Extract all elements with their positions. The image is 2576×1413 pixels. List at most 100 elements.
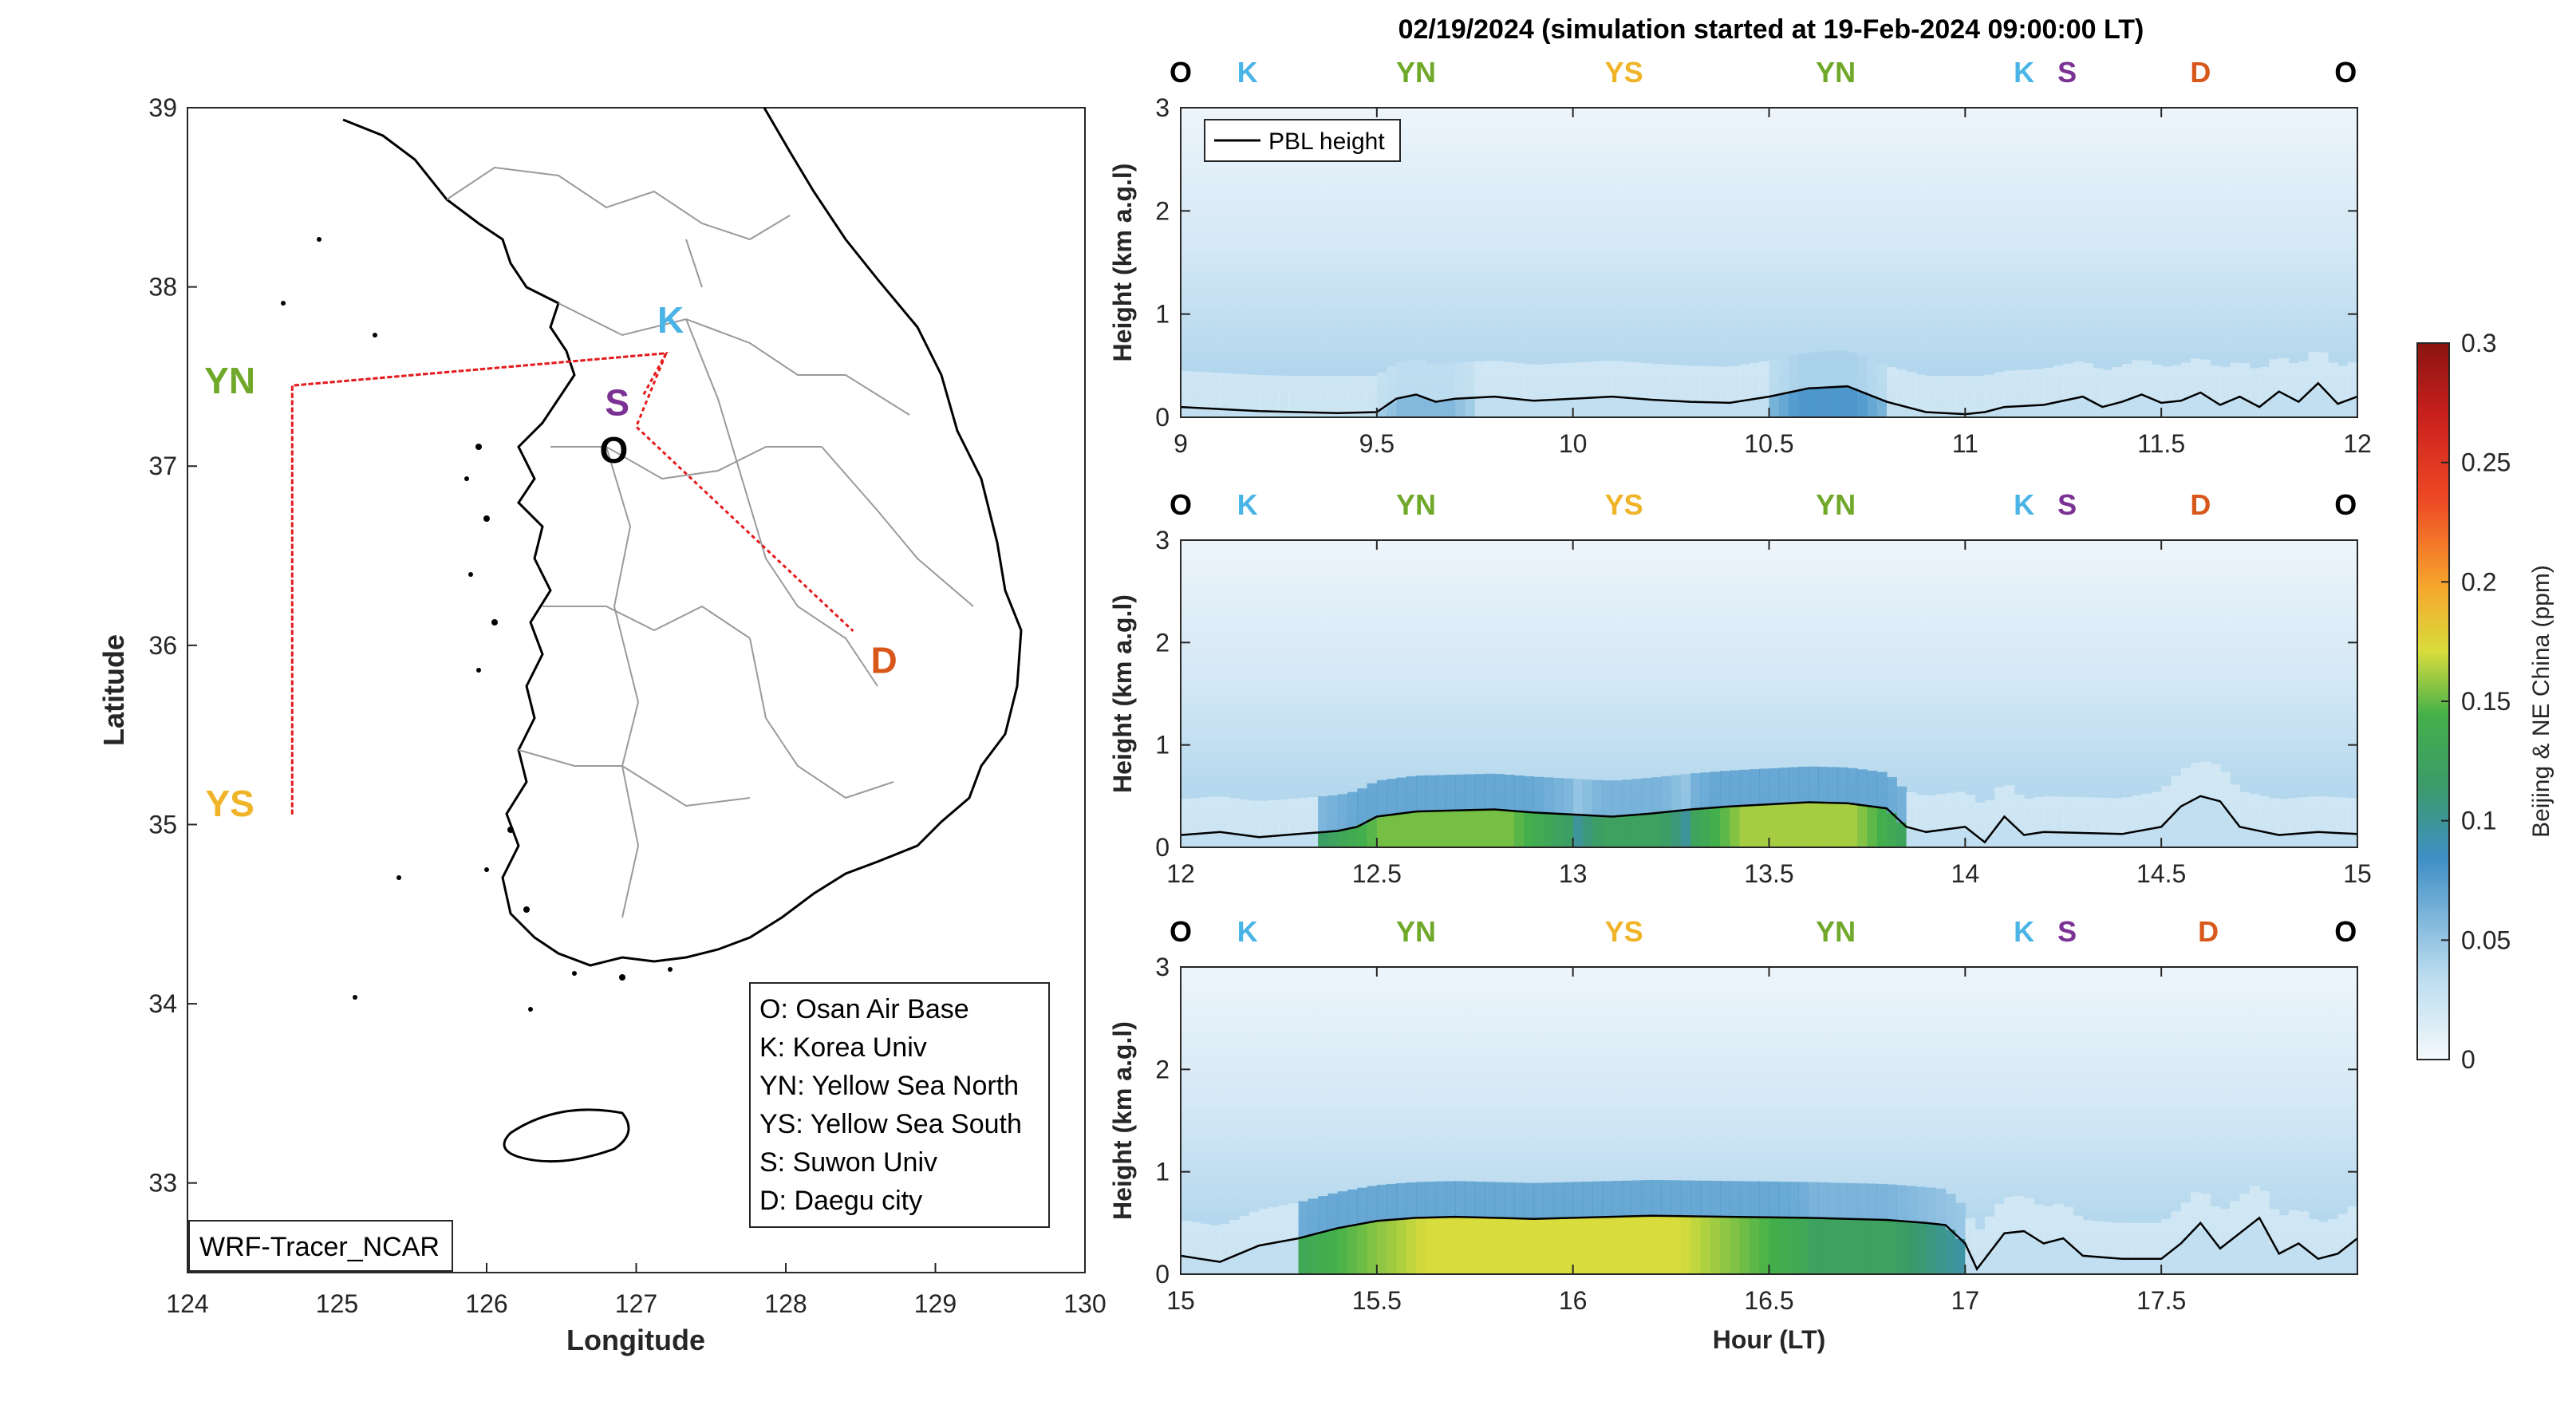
heat-cell <box>1789 355 1799 392</box>
site-marker-o: O <box>2334 488 2357 521</box>
heat-cell <box>1778 1218 1789 1274</box>
heat-cell <box>1700 402 1711 417</box>
heat-cell <box>1887 366 1897 404</box>
heat-cell <box>1533 1182 1544 1219</box>
heat-cell <box>1190 371 1201 409</box>
site-marker-d: D <box>2190 488 2211 521</box>
heat-cell <box>1209 373 1221 409</box>
heat-cell <box>2288 1245 2299 1274</box>
heat-cell <box>2151 791 2162 828</box>
heat-cell <box>1572 398 1584 417</box>
heat-cell <box>1387 365 1398 402</box>
map-x-axis-label: Longitude <box>566 1324 705 1356</box>
y-tick-label: 2 <box>1155 196 1170 225</box>
heat-cell <box>1808 352 1819 389</box>
y-tick-label: 1 <box>1155 731 1170 760</box>
heat-cell <box>2024 405 2034 417</box>
map-x-tick-label: 125 <box>316 1289 358 1318</box>
heat-cell <box>1906 1222 1917 1274</box>
heat-cell <box>1837 386 1848 417</box>
heat-cell <box>1337 376 1348 412</box>
heat-cell <box>2171 811 2182 847</box>
heat-cell <box>1249 1211 1260 1248</box>
heat-cell <box>1935 412 1947 417</box>
heat-cell <box>2259 1190 2270 1227</box>
heat-cell <box>1641 1216 1652 1274</box>
heat-cell <box>1955 791 1966 828</box>
heat-cell <box>1249 1247 1260 1274</box>
heat-cell <box>1651 813 1662 847</box>
heat-cell <box>1994 1203 2006 1240</box>
heat-cell <box>1387 1219 1398 1274</box>
heat-cell <box>2259 403 2270 417</box>
heat-cell <box>2053 1239 2064 1274</box>
heat-cells <box>1181 1180 2358 1274</box>
heat-cell <box>2219 366 2231 403</box>
heat-cell <box>2161 1254 2172 1274</box>
heat-cell <box>2328 362 2339 399</box>
heat-cell <box>2014 1231 2025 1274</box>
heat-cell <box>1308 412 1319 417</box>
heat-cell <box>1671 1216 1682 1274</box>
heat-cell <box>2073 1251 2084 1274</box>
heat-cell <box>2219 807 2231 847</box>
heat-cell <box>1611 780 1623 817</box>
heat-cell <box>1406 776 1417 812</box>
heat-cell <box>1278 799 1289 835</box>
heat-cell <box>1915 831 1927 847</box>
heat-cell <box>1828 803 1839 847</box>
heat-cell <box>2180 1202 2191 1239</box>
heat-cell <box>1376 409 1387 417</box>
heat-cell <box>1965 376 1976 412</box>
site-marker-s: S <box>2057 915 2077 948</box>
heat-cell <box>1524 400 1535 417</box>
heat-cell <box>2102 797 2113 834</box>
heat-cell <box>1661 1216 1672 1274</box>
heat-cell <box>2112 798 2123 835</box>
islands <box>281 237 673 1012</box>
heat-cell <box>1778 803 1789 847</box>
heat-cell <box>2014 1195 2025 1232</box>
heat-cell <box>2318 388 2329 417</box>
site-marker-yn: YN <box>1816 915 1856 948</box>
site-marker-ys: YS <box>1605 56 1643 89</box>
heat-cell <box>1876 1219 1888 1274</box>
heat-cell <box>1485 773 1495 810</box>
heat-cell <box>1700 1180 1711 1217</box>
colorbar-tick-label: 0.2 <box>2461 567 2496 596</box>
heat-cell <box>1327 412 1339 417</box>
heat-cell <box>1720 807 1730 847</box>
heat-cell <box>1935 1188 1947 1225</box>
heat-cell <box>1308 1234 1319 1274</box>
heat-cell <box>1533 400 1544 417</box>
heat-cell <box>1259 375 1270 412</box>
site-marker-yn: YN <box>1816 56 1856 89</box>
heat-cell <box>2053 832 2064 847</box>
heat-cell <box>2132 396 2143 417</box>
heat-cell <box>1190 408 1201 417</box>
heat-cell <box>1229 1255 1241 1274</box>
heat-cell <box>1337 794 1348 831</box>
heat-cell <box>1837 803 1848 847</box>
heat-cell <box>1239 410 1250 417</box>
x-tick-label: 16.5 <box>1744 1286 1793 1315</box>
heat-cell <box>1298 797 1309 834</box>
heat-cell <box>1622 1180 1633 1217</box>
heat-cell <box>1690 1180 1702 1217</box>
heat-cell <box>2043 831 2054 847</box>
heat-cell <box>2122 833 2132 847</box>
heat-cell <box>2093 368 2104 405</box>
y-tick-label: 2 <box>1155 628 1170 657</box>
heat-cell <box>1357 376 1368 412</box>
heat-cell <box>1416 776 1426 811</box>
heat-cell <box>1631 398 1643 417</box>
heat-cell <box>2337 365 2349 402</box>
heat-cell <box>1935 794 1947 831</box>
heat-cell <box>1209 1261 1221 1274</box>
heat-cell <box>2161 365 2172 403</box>
heat-cell <box>1288 376 1300 412</box>
heat-cell <box>1504 398 1515 417</box>
heat-cell <box>1789 767 1799 803</box>
heat-cell <box>2191 799 2201 847</box>
x-tick-label: 10.5 <box>1744 429 1793 458</box>
